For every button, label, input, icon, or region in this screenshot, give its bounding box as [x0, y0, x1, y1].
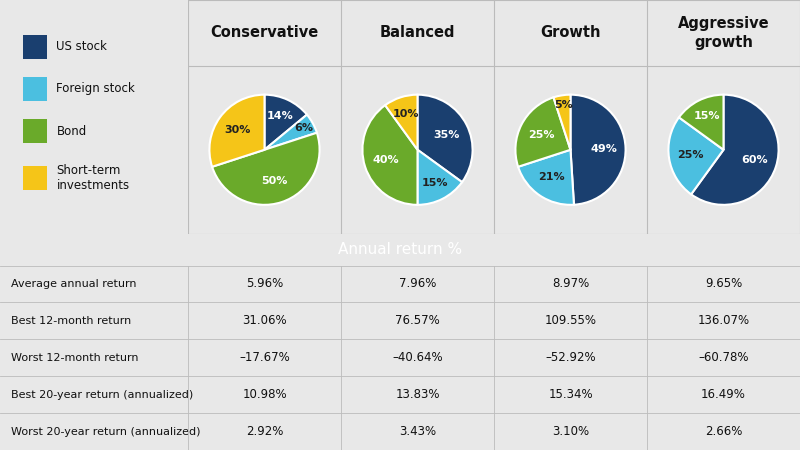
Text: 10%: 10%: [393, 109, 419, 119]
Text: Best 12-month return: Best 12-month return: [11, 316, 131, 326]
Wedge shape: [210, 94, 265, 167]
Text: 31.06%: 31.06%: [242, 315, 287, 327]
Text: 25%: 25%: [528, 130, 554, 140]
Text: 15%: 15%: [694, 112, 720, 122]
Wedge shape: [418, 150, 462, 205]
Bar: [22, 119, 47, 143]
Wedge shape: [515, 97, 570, 167]
Text: 21%: 21%: [538, 172, 566, 182]
Bar: [22, 77, 47, 101]
Text: Best 20-year return (annualized): Best 20-year return (annualized): [11, 390, 194, 400]
Text: Short-term
investments: Short-term investments: [56, 164, 130, 192]
Text: 16.49%: 16.49%: [701, 388, 746, 401]
Text: Balanced: Balanced: [380, 25, 455, 40]
Bar: [22, 35, 47, 58]
Wedge shape: [570, 94, 626, 205]
Text: –52.92%: –52.92%: [545, 351, 596, 364]
Text: 40%: 40%: [373, 155, 399, 165]
Text: Worst 12-month return: Worst 12-month return: [11, 353, 138, 363]
Text: –17.67%: –17.67%: [239, 351, 290, 364]
Text: 30%: 30%: [225, 126, 251, 135]
Text: 15.34%: 15.34%: [548, 388, 593, 401]
Wedge shape: [669, 117, 723, 194]
Text: 14%: 14%: [267, 111, 294, 121]
Text: Aggressive
growth: Aggressive growth: [678, 16, 770, 50]
Wedge shape: [554, 94, 570, 150]
Text: 2.66%: 2.66%: [705, 425, 742, 438]
Text: 10.98%: 10.98%: [242, 388, 287, 401]
Text: Growth: Growth: [540, 25, 601, 40]
Wedge shape: [362, 105, 418, 205]
Text: US stock: US stock: [56, 40, 107, 53]
Text: –40.64%: –40.64%: [392, 351, 443, 364]
Text: 2.92%: 2.92%: [246, 425, 283, 438]
Wedge shape: [265, 115, 317, 150]
Text: 49%: 49%: [590, 144, 617, 154]
Text: 5.96%: 5.96%: [246, 278, 283, 290]
Wedge shape: [518, 150, 574, 205]
Text: 9.65%: 9.65%: [705, 278, 742, 290]
Text: 76.57%: 76.57%: [395, 315, 440, 327]
Text: 13.83%: 13.83%: [395, 388, 440, 401]
Text: 7.96%: 7.96%: [399, 278, 436, 290]
Text: 6%: 6%: [294, 123, 314, 133]
Text: 15%: 15%: [422, 178, 448, 188]
Text: 25%: 25%: [678, 150, 704, 160]
Text: 3.10%: 3.10%: [552, 425, 589, 438]
Text: 109.55%: 109.55%: [545, 315, 597, 327]
Text: Bond: Bond: [56, 125, 86, 138]
Text: 136.07%: 136.07%: [698, 315, 750, 327]
Wedge shape: [385, 94, 418, 150]
Text: Worst 20-year return (annualized): Worst 20-year return (annualized): [11, 427, 201, 436]
Wedge shape: [679, 94, 723, 150]
Text: 50%: 50%: [262, 176, 288, 186]
Text: Conservative: Conservative: [210, 25, 318, 40]
Wedge shape: [691, 94, 778, 205]
Text: Average annual return: Average annual return: [11, 279, 137, 289]
Text: 3.43%: 3.43%: [399, 425, 436, 438]
Wedge shape: [418, 94, 473, 182]
Wedge shape: [212, 133, 319, 205]
Text: 5%: 5%: [554, 100, 573, 110]
Text: –60.78%: –60.78%: [698, 351, 749, 364]
Text: Foreign stock: Foreign stock: [56, 82, 135, 95]
Wedge shape: [265, 94, 307, 150]
Text: 8.97%: 8.97%: [552, 278, 589, 290]
Text: Annual return %: Annual return %: [338, 242, 462, 257]
Bar: [22, 166, 47, 189]
Text: 60%: 60%: [742, 155, 768, 165]
Text: 35%: 35%: [434, 130, 460, 140]
